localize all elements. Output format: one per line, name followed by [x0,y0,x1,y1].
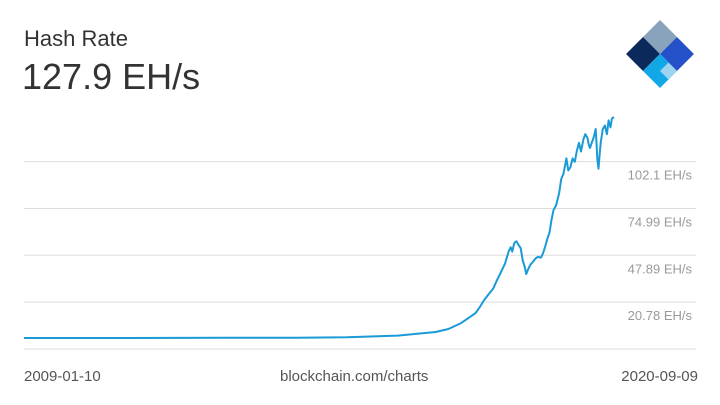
x-axis-start-date: 2009-01-10 [24,368,101,385]
current-hash-rate-value: 127.9 EH/s [22,56,201,97]
y-tick-label: 20.78 EH/s [628,308,693,323]
series-layer [24,116,615,339]
y-tick-label: 102.1 EH/s [628,168,693,183]
y-tick-labels: 20.78 EH/s 47.89 EH/s 74.99 EH/s 102.1 EH/s [628,168,693,323]
x-axis-end-date: 2020-09-09 [621,368,698,385]
y-tick-label: 47.89 EH/s [628,261,693,276]
hash-rate-series-line [24,116,615,339]
chart-title: Hash Rate [24,26,128,51]
blockchain-logo-icon [626,20,694,88]
y-tick-label: 74.99 EH/s [628,214,693,229]
source-link[interactable]: blockchain.com/charts [280,368,429,385]
grid-lines [24,161,696,350]
